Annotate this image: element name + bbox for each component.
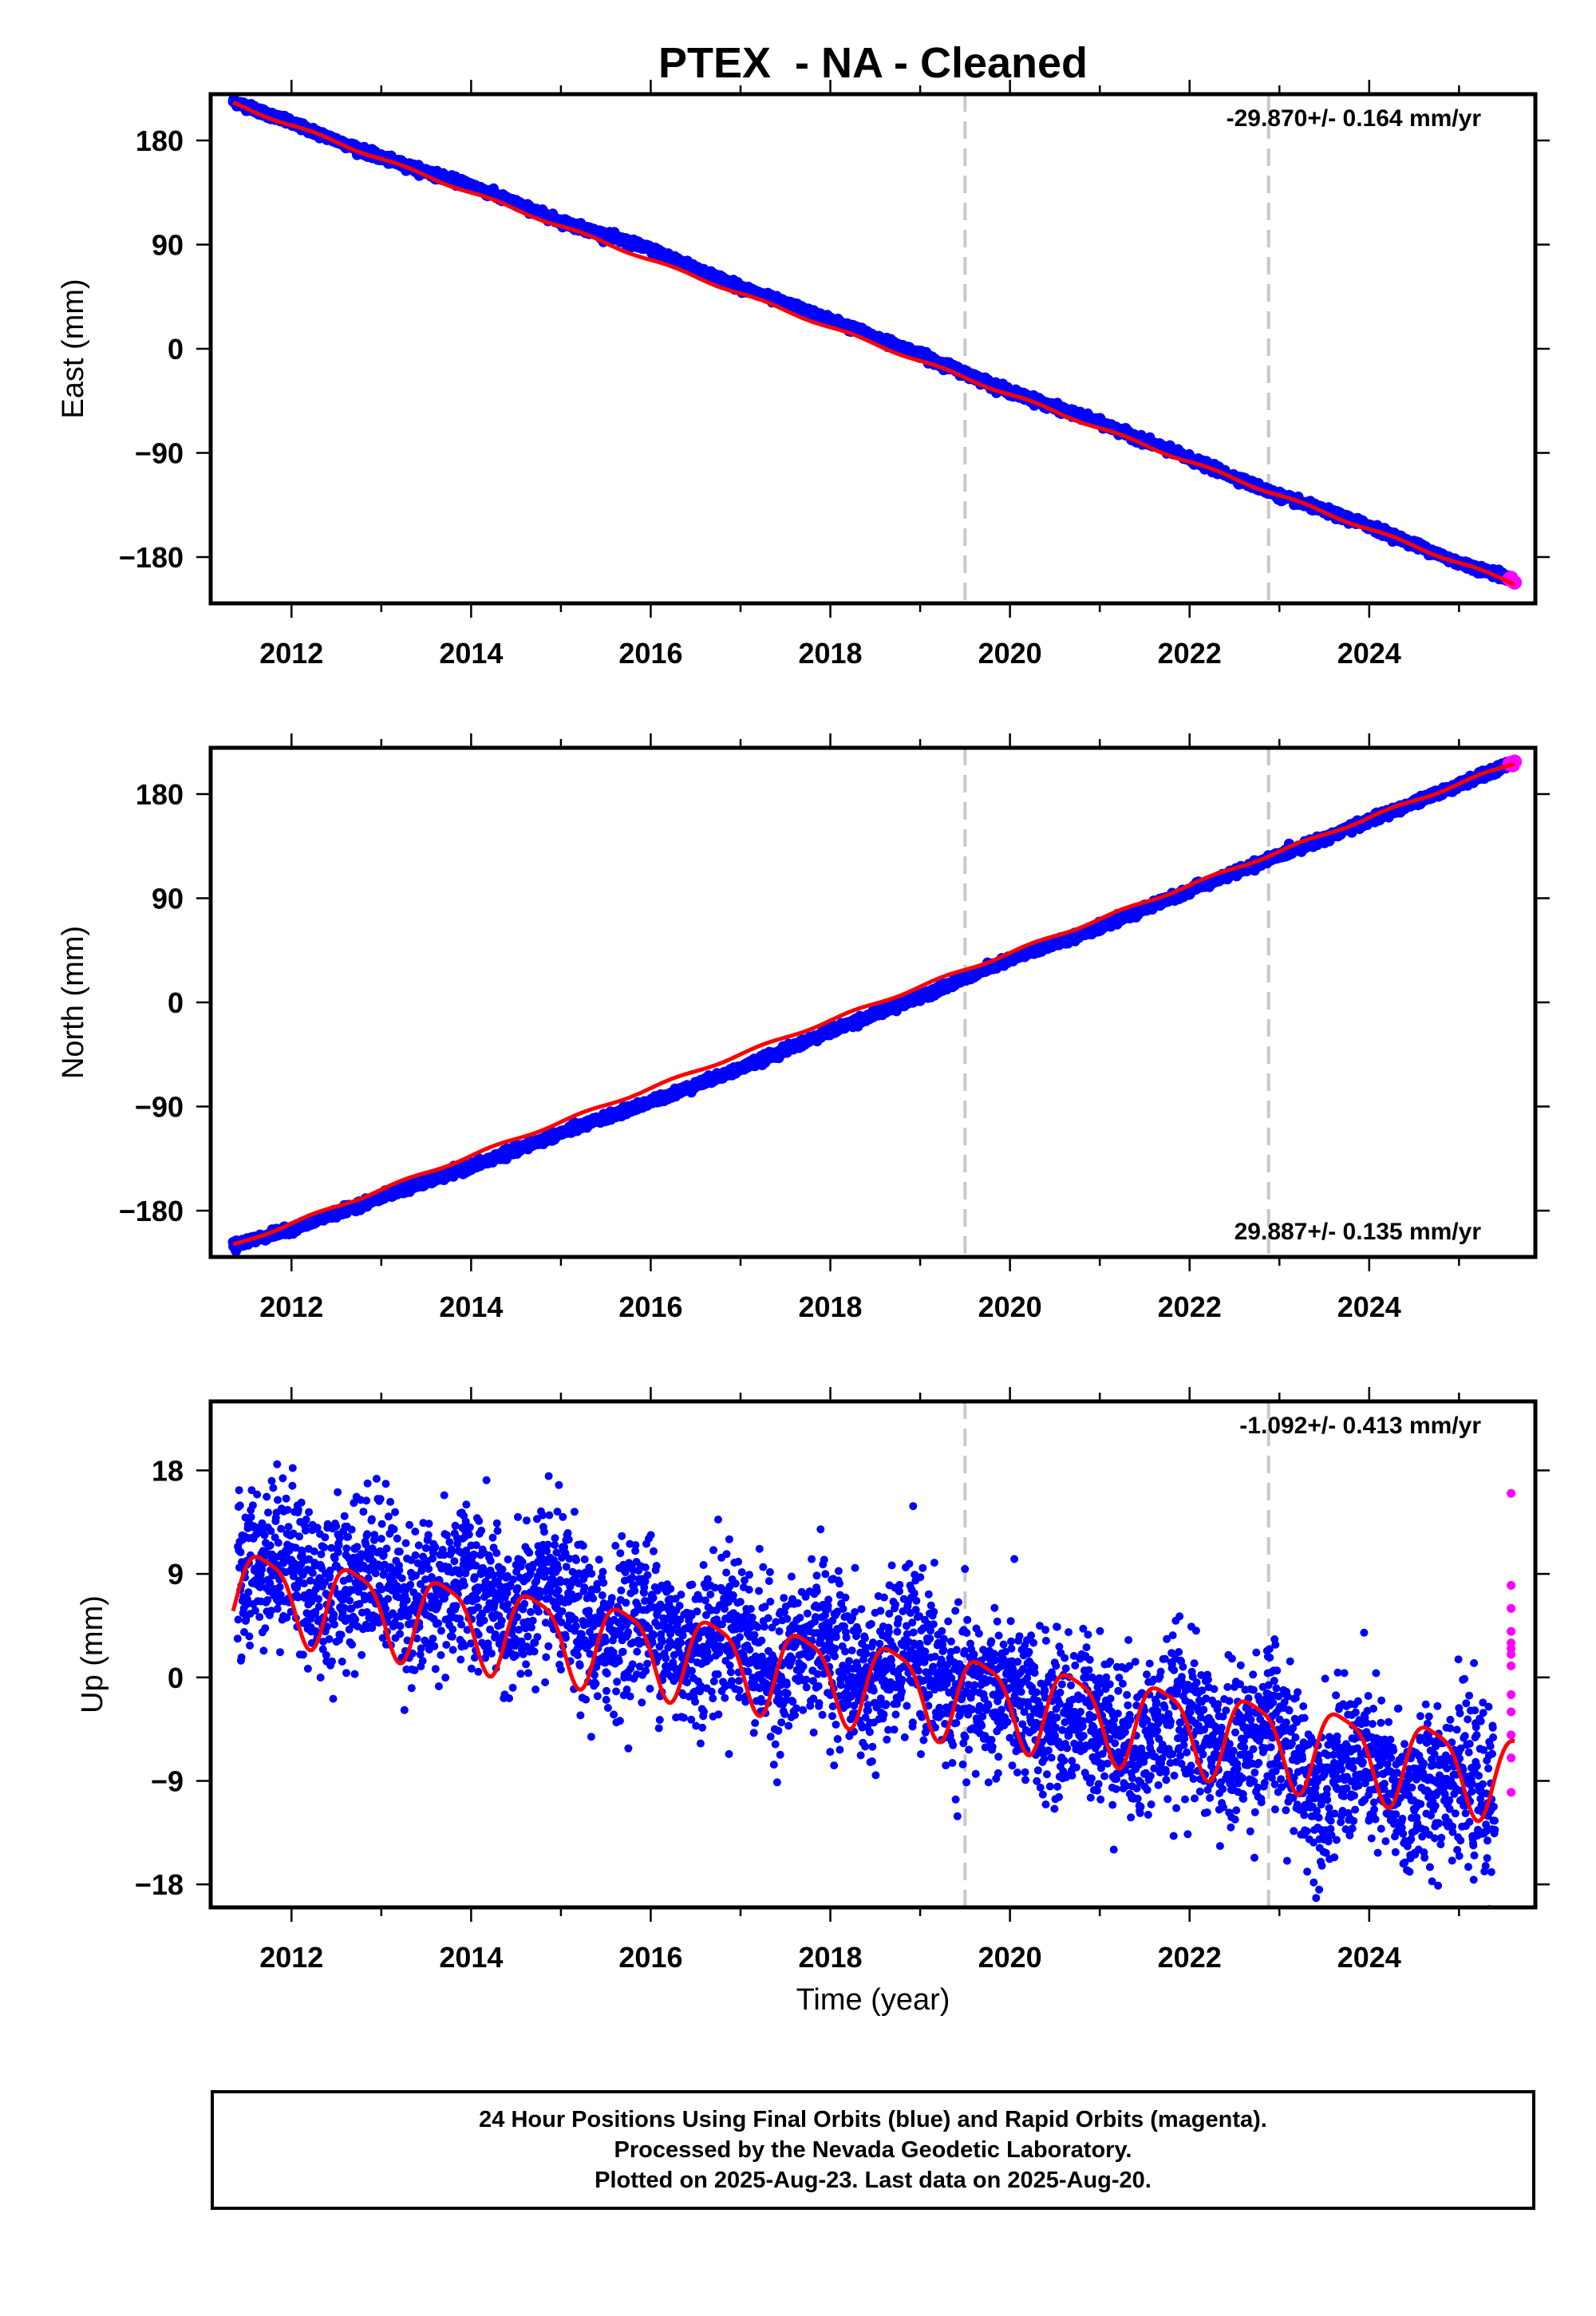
velocity-rate-label: -29.870+/- 0.164 mm/yr xyxy=(1227,105,1482,132)
panel-east: 2012 2014 2016 2018 2020 2022 2024 −180 −90 0 90 18… xyxy=(57,80,1550,670)
figure-title: PTEX - NA - Cleaned xyxy=(658,39,1088,87)
y-tick-label: 0 xyxy=(168,333,184,366)
model-fit-curve xyxy=(232,100,1516,587)
x-tick-label: 2012 xyxy=(259,637,323,670)
y-axis-title: East (mm) xyxy=(57,279,90,418)
x-tick-label: 2020 xyxy=(978,637,1042,670)
panels: 2012 2014 2016 2018 2020 2022 2024 −180 −90 0 90 18… xyxy=(57,80,1550,1974)
x-tick-label: 2016 xyxy=(618,637,682,670)
y-tick-label: 180 xyxy=(136,124,184,157)
plot-frame xyxy=(208,92,1538,606)
panel-north: 2012 2014 2016 2018 2020 2022 2024−180−9009018… xyxy=(57,733,1550,1323)
y-tick-label: −90 xyxy=(135,437,184,470)
x-tick-label: 2018 xyxy=(798,637,862,670)
x-tick-label: 2022 xyxy=(1158,637,1222,670)
x-tick-label: 2024 xyxy=(1337,637,1401,670)
y-tick-label: 90 xyxy=(152,229,184,262)
x-tick-label: 2014 xyxy=(439,637,503,670)
y-tick-label: −180 xyxy=(119,541,184,574)
